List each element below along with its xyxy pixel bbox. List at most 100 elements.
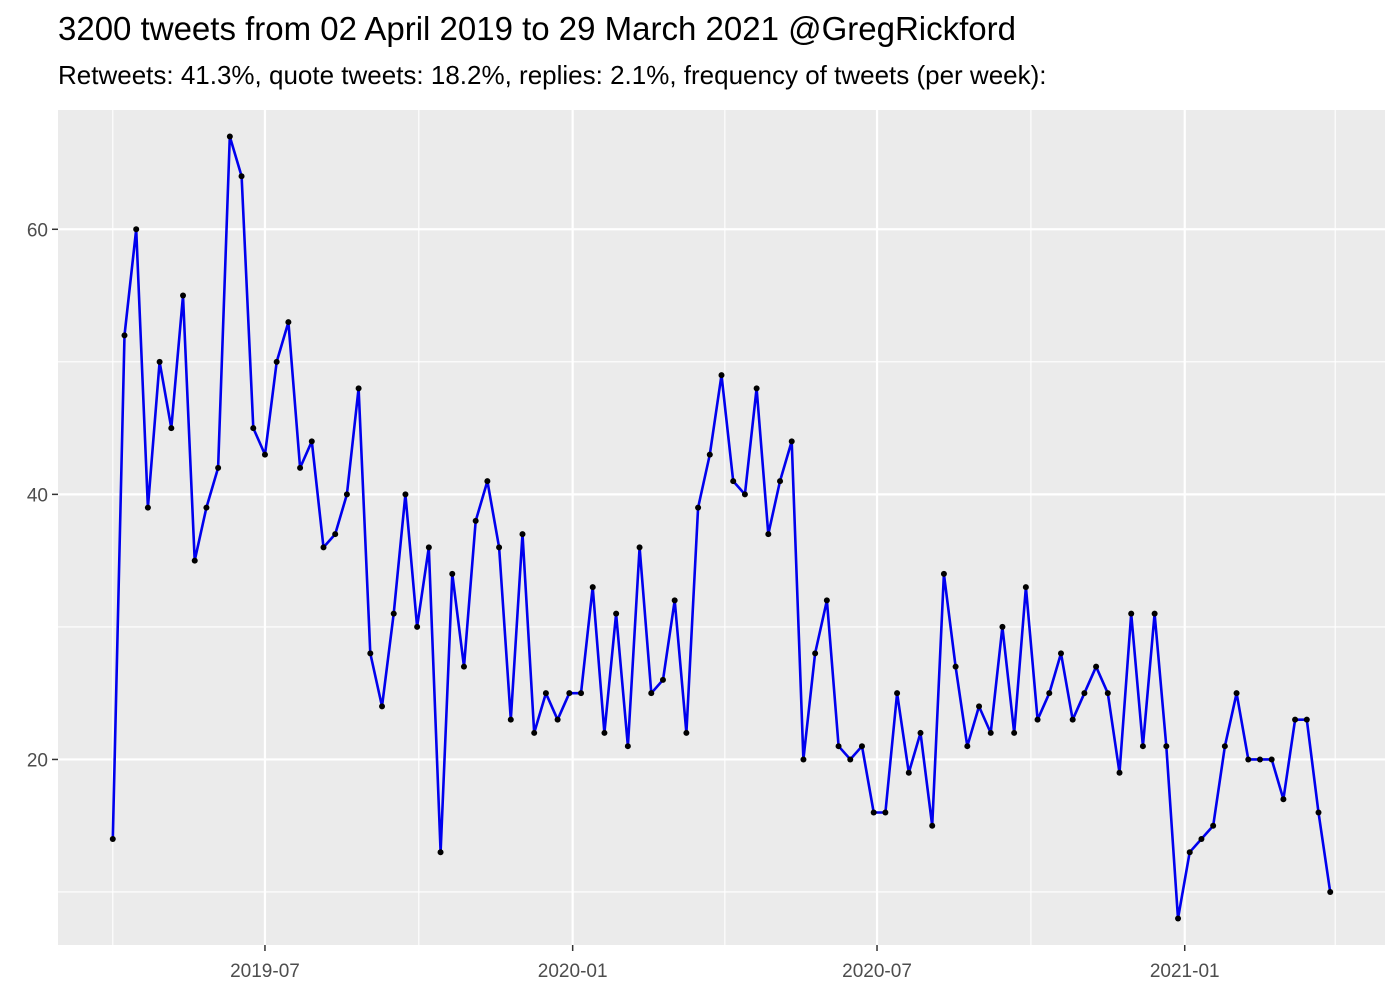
data-point — [578, 690, 585, 697]
data-point — [425, 544, 432, 551]
data-point — [1303, 716, 1310, 723]
y-tick-labels: 20 40 60 — [27, 220, 48, 771]
data-point — [589, 584, 596, 591]
data-point — [835, 743, 842, 750]
data-point — [109, 835, 116, 842]
data-point — [671, 597, 678, 604]
data-point — [765, 531, 772, 538]
y-tick-label: 20 — [27, 750, 48, 771]
data-point — [1221, 743, 1228, 750]
data-point — [882, 809, 889, 816]
data-point — [624, 743, 631, 750]
y-tick-label: 40 — [27, 485, 48, 506]
data-point — [484, 478, 491, 485]
data-point — [870, 809, 877, 816]
data-point — [812, 650, 819, 657]
data-point — [1256, 756, 1263, 763]
data-point — [613, 610, 620, 617]
data-point — [531, 729, 538, 736]
x-tick-label: 2021-01 — [1150, 961, 1220, 982]
data-point — [238, 173, 245, 180]
data-point — [180, 292, 187, 299]
data-point — [273, 358, 280, 365]
data-point — [648, 690, 655, 697]
x-tick-labels: 2019-07 2020-01 2020-07 2021-01 — [230, 961, 1219, 982]
data-point — [261, 451, 268, 458]
data-point — [800, 756, 807, 763]
data-point — [121, 332, 128, 339]
data-point — [1128, 610, 1135, 617]
data-point — [1268, 756, 1275, 763]
data-point — [788, 438, 795, 445]
data-point — [1233, 690, 1240, 697]
data-point — [437, 849, 444, 856]
data-point — [250, 425, 257, 432]
data-point — [297, 464, 304, 471]
data-point — [858, 743, 865, 750]
data-point — [1245, 756, 1252, 763]
data-point — [332, 531, 339, 538]
data-point — [507, 716, 514, 723]
data-point — [168, 425, 175, 432]
data-point — [1315, 809, 1322, 816]
data-point — [566, 690, 573, 697]
data-point — [1327, 888, 1334, 895]
data-point — [730, 478, 737, 485]
data-point — [215, 464, 222, 471]
data-point — [367, 650, 374, 657]
data-point — [308, 438, 315, 445]
data-point — [1292, 716, 1299, 723]
data-point — [390, 610, 397, 617]
data-point — [929, 822, 936, 829]
data-point — [285, 319, 292, 326]
data-point — [1011, 729, 1018, 736]
data-point — [1034, 716, 1041, 723]
data-point — [133, 226, 140, 233]
grid-major — [58, 110, 1385, 945]
y-tick-label: 60 — [27, 220, 48, 241]
data-point — [496, 544, 503, 551]
data-point — [414, 623, 421, 630]
data-point — [1116, 769, 1123, 776]
data-point — [519, 531, 526, 538]
data-point — [741, 491, 748, 498]
data-point — [999, 623, 1006, 630]
chart-subtitle: Retweets: 41.3%, quote tweets: 18.2%, re… — [58, 60, 1047, 90]
data-point — [320, 544, 327, 551]
data-point — [1280, 796, 1287, 803]
data-point — [1081, 690, 1088, 697]
data-point — [1175, 915, 1182, 922]
data-point — [940, 570, 947, 577]
data-point — [952, 663, 959, 670]
data-point — [460, 663, 467, 670]
data-point — [156, 358, 163, 365]
data-point — [987, 729, 994, 736]
data-point — [1210, 822, 1217, 829]
data-point — [449, 570, 456, 577]
data-point — [718, 372, 725, 379]
data-point — [847, 756, 854, 763]
data-point — [1069, 716, 1076, 723]
data-point — [1198, 835, 1205, 842]
axis-ticks — [52, 228, 1186, 951]
data-point — [683, 729, 690, 736]
data-point — [706, 451, 713, 458]
data-point — [1093, 663, 1100, 670]
data-point — [894, 690, 901, 697]
data-point — [917, 729, 924, 736]
data-point — [1022, 584, 1029, 591]
data-point — [402, 491, 409, 498]
data-point — [905, 769, 912, 776]
data-point — [1046, 690, 1053, 697]
data-point — [823, 597, 830, 604]
data-point — [976, 703, 983, 710]
data-point — [379, 703, 386, 710]
data-point — [226, 133, 233, 140]
data-point — [1151, 610, 1158, 617]
data-point — [1057, 650, 1064, 657]
data-point — [191, 557, 198, 564]
data-point — [964, 743, 971, 750]
data-point — [1163, 743, 1170, 750]
data-point — [1139, 743, 1146, 750]
